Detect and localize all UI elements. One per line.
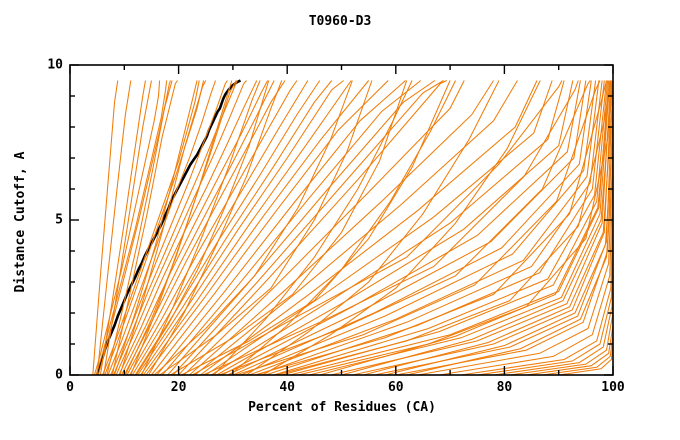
model-curve: [373, 80, 614, 376]
model-curve: [202, 80, 579, 376]
x-tick-label: 60: [387, 380, 404, 395]
model-curve: [102, 80, 200, 376]
model-curve: [289, 80, 610, 376]
model-curve: [96, 80, 132, 376]
model-curve: [213, 80, 413, 376]
model-curve: [254, 80, 607, 376]
model-curve: [330, 80, 612, 376]
model-curve: [308, 80, 611, 376]
model-curve: [183, 80, 465, 376]
model-curve: [167, 80, 436, 376]
model-curve: [460, 207, 614, 376]
model-curve: [216, 80, 574, 376]
model-curve: [240, 80, 597, 376]
model-curve: [191, 80, 563, 376]
y-tick-label: 0: [55, 367, 63, 383]
model-curve: [161, 80, 422, 376]
model-curve: [156, 80, 406, 376]
model-curve: [558, 343, 614, 376]
model-curve: [341, 80, 613, 376]
model-curve: [229, 80, 457, 376]
model-curve: [189, 80, 494, 376]
model-curve: [119, 80, 207, 376]
model-curve: [363, 102, 613, 376]
x-tick-label: 0: [66, 380, 74, 395]
x-tick-label: 80: [496, 380, 513, 395]
model-curve: [92, 80, 119, 376]
model-curve: [106, 80, 173, 376]
model-curve: [151, 80, 389, 376]
model-curve: [114, 80, 198, 376]
model-curve: [111, 80, 178, 376]
model-curve: [205, 80, 553, 376]
model-curve: [126, 80, 286, 376]
model-curve: [110, 80, 228, 376]
model-curve: [107, 80, 217, 376]
x-tick-label: 40: [279, 380, 296, 395]
model-curve: [417, 145, 614, 376]
model-curve: [148, 80, 283, 376]
model-curve: [262, 80, 541, 376]
model-curve: [273, 80, 608, 376]
series-layer: [92, 79, 614, 376]
x-tick-label: 100: [601, 380, 625, 395]
model-curve: [178, 80, 448, 376]
model-curve: [276, 80, 612, 376]
model-curve: [257, 80, 603, 376]
model-curve: [319, 80, 611, 376]
model-curve: [246, 80, 500, 376]
model-curve: [477, 226, 614, 376]
model-curve: [384, 133, 614, 376]
model-curve: [542, 334, 614, 376]
model-curve: [131, 80, 309, 376]
model-curve: [172, 80, 444, 376]
model-curve: [227, 80, 587, 376]
model-curve: [526, 325, 614, 376]
model-curve: [406, 164, 614, 376]
model-curve: [194, 80, 518, 376]
model-curve: [159, 80, 373, 376]
model-curve: [103, 80, 152, 376]
model-curve: [99, 80, 146, 376]
model-curve: [221, 80, 581, 376]
model-curve: [145, 80, 370, 376]
model-curve: [95, 80, 168, 376]
model-curve: [200, 80, 538, 376]
model-curve: [135, 80, 270, 376]
model-curve: [249, 80, 600, 376]
model-curve: [118, 80, 258, 376]
model-curve: [210, 80, 565, 376]
model-curve: [153, 80, 353, 376]
model-curve: [235, 80, 601, 376]
chart-title: T0960-D3: [308, 14, 372, 29]
model-curve: [141, 80, 261, 376]
model-curve: [130, 80, 237, 376]
x-axis-label: Percent of Residues (CA): [248, 400, 436, 415]
model-curve: [170, 80, 408, 376]
model-curve: [115, 80, 247, 376]
model-curve: [134, 80, 321, 376]
axes-layer: [69, 64, 614, 376]
model-curve: [129, 80, 298, 376]
model-curve: [142, 80, 352, 376]
model-curve: [219, 80, 591, 376]
model-curve: [93, 80, 161, 376]
model-curve: [439, 176, 614, 376]
model-curve: [121, 80, 269, 376]
y-tick-label: 5: [55, 212, 63, 228]
model-curve: [140, 80, 344, 376]
model-curve: [137, 80, 333, 376]
model-curve: [395, 108, 614, 376]
x-tick-label: 20: [170, 380, 187, 395]
y-tick-label: 10: [47, 57, 63, 73]
